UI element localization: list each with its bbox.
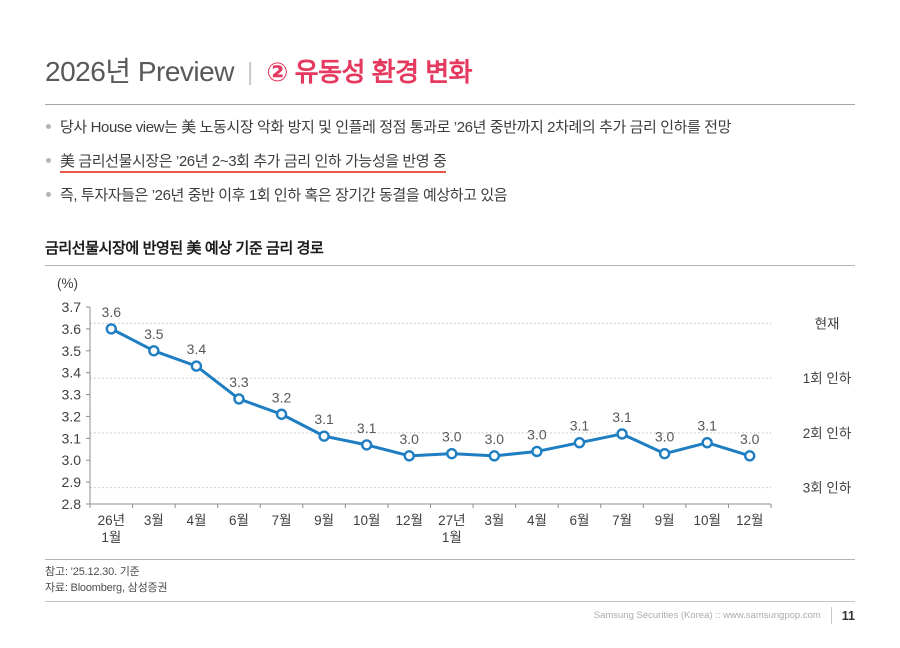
page-number: 11	[841, 608, 855, 623]
bullet-item: 즉, 투자자들은 ’26년 중반 이후 1회 인하 혹은 장기간 동결을 예상하…	[45, 185, 870, 206]
header-divider	[45, 104, 855, 105]
data-point-label: 3.0	[740, 431, 760, 447]
reference-label: 1회 인하	[803, 371, 852, 386]
bullet-item: 美 금리선물시장은 ’26년 2~3회 추가 금리 인하 가능성을 반영 중	[45, 151, 870, 173]
svg-text:2.9: 2.9	[62, 474, 82, 490]
x-axis-label: 26년 1월	[98, 513, 125, 545]
chart-section-title: 금리선물시장에 반영된 美 예상 기준 금리 경로	[45, 240, 324, 257]
reference-label: 2회 인하	[803, 426, 852, 441]
footer: Samsung Securities (Korea) :: www.samsun…	[594, 607, 855, 624]
data-point-label: 3.3	[229, 374, 249, 390]
title-separator-icon: |	[246, 58, 254, 86]
data-point-marker	[701, 437, 713, 449]
bullet-icon	[46, 124, 51, 129]
notes-divider	[45, 559, 855, 560]
x-axis-label: 7월	[612, 513, 632, 528]
section-divider	[45, 265, 855, 266]
data-point-label: 3.1	[697, 418, 717, 434]
svg-text:3.1: 3.1	[62, 430, 82, 446]
bullet-item: 당사 House view는 美 노동시장 악화 방지 및 인플레 정점 통과로…	[45, 117, 870, 138]
x-axis-label: 12월	[396, 513, 423, 528]
x-axis-label: 4월	[527, 513, 547, 528]
reference-label: 현재	[815, 316, 840, 331]
data-point-marker	[275, 408, 288, 420]
data-point-marker	[658, 447, 671, 460]
x-axis-label: 7월	[272, 513, 292, 528]
y-axis-unit-label: (%)	[57, 276, 78, 291]
data-point-marker	[318, 430, 330, 442]
notes-block: 참고: ’25.12.30. 기준 자료: Bloomberg, 삼성증권	[45, 565, 168, 596]
reference-label: 3회 인하	[803, 481, 852, 496]
x-axis-label: 10월	[353, 513, 380, 528]
data-point-label: 3.5	[144, 326, 164, 342]
svg-text:3.7: 3.7	[62, 299, 82, 315]
data-point-label: 3.2	[272, 389, 292, 405]
footer-divider	[45, 601, 855, 602]
data-point-label: 3.4	[187, 341, 207, 357]
data-point-label: 3.0	[655, 429, 675, 445]
rate-path-chart: 현재 1회 인하 2회 인하 3회 인하 3.7 3.6 3.5 3.4 3.3 3.2 3.1 3.…	[45, 272, 855, 557]
data-point-marker	[233, 393, 245, 405]
data-point-marker	[446, 447, 458, 460]
note-reference: 참고: ’25.12.30. 기준	[45, 566, 140, 578]
svg-text:3.4: 3.4	[62, 365, 82, 381]
data-point-marker	[744, 450, 756, 462]
svg-text:3.6: 3.6	[62, 321, 82, 337]
data-point-marker	[148, 345, 160, 357]
data-point-label: 3.1	[357, 420, 377, 436]
x-axis-label: 6월	[570, 513, 590, 528]
data-point-label: 3.1	[612, 409, 632, 425]
data-point-marker	[573, 437, 586, 449]
x-axis-label: 9월	[655, 513, 675, 528]
svg-text:3.0: 3.0	[62, 452, 82, 468]
data-point-label: 3.0	[485, 431, 505, 447]
bullet-text: 당사 House view는 美 노동시장 악화 방지 및 인플레 정점 통과로…	[60, 119, 731, 136]
bullet-list: 당사 House view는 美 노동시장 악화 방지 및 인플레 정점 통과로…	[45, 117, 870, 219]
x-axis-label: 27년 1월	[438, 513, 465, 545]
bullet-text: 즉, 투자자들은 ’26년 중반 이후 1회 인하 혹은 장기간 동결을 예상하…	[60, 187, 508, 204]
footer-source-text: Samsung Securities (Korea) :: www.samsun…	[593, 610, 821, 621]
data-point-marker	[190, 360, 203, 372]
x-axis-label: 3월	[484, 513, 504, 528]
note-source: 자료: Bloomberg, 삼성증권	[45, 581, 168, 594]
x-axis-label: 12월	[736, 513, 763, 528]
bullet-icon	[46, 158, 51, 163]
svg-text:3.3: 3.3	[62, 387, 82, 403]
slide-title-accent: ② 유동성 환경 변화	[266, 57, 473, 87]
x-axis-label: 6월	[229, 513, 249, 528]
bullet-text-underlined: 美 금리선물시장은 ’26년 2~3회 추가 금리 인하 가능성을 반영 중	[60, 153, 447, 173]
bullet-icon	[46, 192, 51, 197]
x-axis-label: 4월	[186, 513, 206, 528]
data-point-marker	[105, 323, 117, 335]
x-axis-label: 3월	[144, 513, 164, 528]
data-point-marker	[360, 439, 373, 451]
data-point-label: 3.1	[314, 411, 334, 427]
svg-text:3.2: 3.2	[62, 408, 82, 424]
data-point-label: 3.1	[570, 418, 590, 434]
slide-title: 2026년 Preview | ② 유동성 환경 변화	[45, 50, 473, 90]
data-point-marker	[488, 450, 501, 462]
svg-text:2.8: 2.8	[62, 496, 82, 512]
svg-text:3.5: 3.5	[62, 343, 82, 359]
x-axis-label: 10월	[693, 513, 720, 528]
data-point-marker	[531, 445, 543, 458]
data-point-label: 3.0	[399, 431, 419, 447]
data-point-marker	[616, 428, 628, 440]
footer-separator	[830, 607, 832, 624]
slide-title-main: 2026년 Preview	[45, 56, 234, 87]
data-point-marker	[403, 450, 415, 462]
data-point-label: 3.0	[442, 429, 462, 445]
data-point-label: 3.6	[102, 304, 122, 320]
rate-path-chart-svg: 현재 1회 인하 2회 인하 3회 인하 3.7 3.6 3.5 3.4 3.3 3.2 3.1 3.…	[57, 276, 852, 545]
data-point-label: 3.0	[527, 426, 547, 442]
x-axis-label: 9월	[314, 513, 334, 528]
